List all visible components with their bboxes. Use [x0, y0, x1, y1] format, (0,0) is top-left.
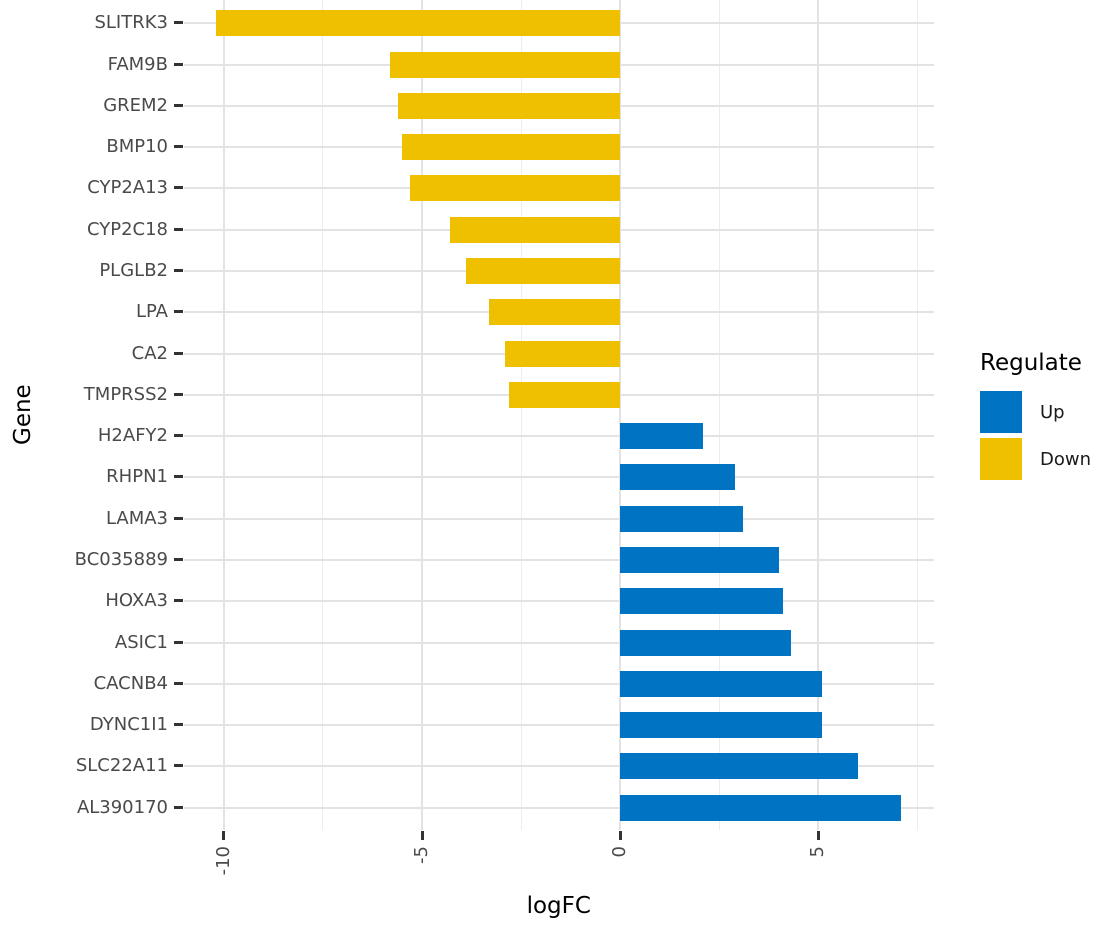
bar-GREM2	[398, 92, 621, 119]
x-axis-title: logFC	[526, 893, 591, 919]
y-tick-label: BMP10	[106, 136, 168, 158]
gridline-horizontal	[183, 476, 934, 479]
bar-LAMA3	[620, 505, 743, 532]
gridline-horizontal	[183, 600, 934, 603]
y-tick	[173, 103, 183, 107]
y-tick	[173, 475, 183, 479]
y-tick	[173, 310, 183, 314]
gridline-major-vertical	[421, 0, 424, 830]
x-tick-label: 0	[609, 846, 631, 858]
bar-CYP2A13	[410, 175, 621, 202]
y-tick	[173, 268, 183, 272]
gridline-horizontal	[183, 806, 934, 809]
bar-H2AFY2	[620, 423, 704, 450]
legend-items: Up Down	[980, 391, 1091, 480]
y-tick	[173, 516, 183, 520]
y-tick-label: CYP2A13	[87, 177, 168, 199]
plot-panel	[183, 0, 934, 830]
bar-RHPN1	[620, 464, 736, 491]
y-tick-label: AL390170	[76, 796, 168, 818]
legend-swatch-up	[980, 391, 1022, 433]
y-tick-label: SLC22A11	[75, 755, 168, 777]
y-tick-label: TMPRSS2	[83, 383, 168, 405]
y-tick	[173, 392, 183, 396]
gridline-minor-vertical	[322, 0, 324, 830]
x-tick	[222, 831, 226, 840]
y-tick	[173, 681, 183, 685]
x-tick	[618, 831, 622, 840]
bar-SLC22A11	[620, 753, 858, 780]
y-tick-label: PLGLB2	[99, 259, 168, 281]
y-tick	[173, 599, 183, 603]
x-tick	[420, 831, 424, 840]
y-tick	[173, 723, 183, 727]
legend-swatch-down	[980, 438, 1022, 480]
gridline-minor-vertical	[520, 0, 522, 830]
bar-LPA	[489, 299, 621, 326]
y-axis-title: Gene	[10, 384, 36, 446]
bar-DYNC1I1	[620, 712, 823, 739]
gridline-horizontal	[183, 435, 934, 438]
legend-label-down: Down	[1040, 448, 1092, 470]
legend-item-up: Up	[980, 391, 1091, 433]
gridline-minor-vertical	[916, 0, 918, 830]
gridline-horizontal	[183, 558, 934, 561]
legend: Regulate Up Down	[980, 349, 1091, 485]
gridline-minor-vertical	[718, 0, 720, 830]
bar-SLITRK3	[215, 10, 621, 37]
y-tick-label: ASIC1	[114, 631, 168, 653]
x-tick-label: -10	[212, 846, 234, 876]
legend-item-down: Down	[980, 438, 1091, 480]
gridline-major-vertical	[619, 0, 622, 830]
legend-title: Regulate	[980, 350, 1082, 376]
gridline-major-vertical	[817, 0, 820, 830]
y-tick-label: LPA	[135, 301, 168, 323]
y-tick	[173, 62, 183, 66]
legend-label-up: Up	[1040, 401, 1065, 423]
y-tick-label: LAMA3	[105, 507, 168, 529]
gridline-horizontal	[183, 765, 934, 768]
y-tick	[173, 227, 183, 231]
y-tick-label: CACNB4	[93, 672, 168, 694]
y-tick	[173, 351, 183, 355]
bar-PLGLB2	[465, 257, 621, 284]
y-tick	[173, 186, 183, 190]
bar-FAM9B	[390, 51, 621, 78]
bar-BMP10	[402, 134, 621, 161]
bar-CYP2C18	[449, 216, 621, 243]
bar-AL390170	[620, 794, 902, 821]
y-tick-label: CA2	[131, 342, 168, 364]
bar-BC035889	[620, 546, 779, 573]
gridline-horizontal	[183, 641, 934, 644]
y-tick-label: GREM2	[103, 94, 168, 116]
bar-CACNB4	[620, 670, 823, 697]
bar-ASIC1	[620, 629, 791, 656]
y-tick-label: FAM9B	[107, 53, 168, 75]
y-tick-label: RHPN1	[106, 466, 168, 488]
gridline-horizontal	[183, 724, 934, 727]
y-tick-label: DYNC1I1	[89, 714, 168, 736]
bar-HOXA3	[620, 588, 783, 615]
x-tick	[816, 831, 820, 840]
y-tick	[173, 764, 183, 768]
y-tick-label: HOXA3	[105, 590, 168, 612]
y-tick	[173, 805, 183, 809]
y-tick	[173, 434, 183, 438]
y-tick	[173, 145, 183, 149]
gridline-horizontal	[183, 517, 934, 520]
bar-CA2	[505, 340, 621, 367]
x-tick-label: -5	[411, 846, 433, 864]
x-tick-label: 5	[807, 846, 829, 858]
y-tick	[173, 557, 183, 561]
y-tick-label: CYP2C18	[86, 218, 168, 240]
gridline-major-vertical	[222, 0, 225, 830]
gridline-horizontal	[183, 682, 934, 685]
bar-TMPRSS2	[509, 381, 621, 408]
y-tick	[173, 21, 183, 25]
y-tick-label: SLITRK3	[94, 12, 168, 34]
y-tick	[173, 640, 183, 644]
y-tick-label: BC035889	[74, 548, 168, 570]
y-tick-label: H2AFY2	[97, 425, 168, 447]
